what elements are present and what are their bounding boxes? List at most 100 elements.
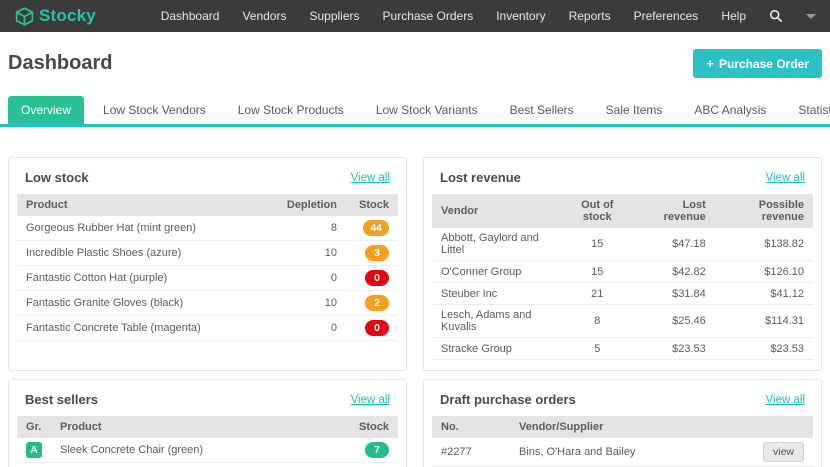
best-sellers-table: Gr. Product Stock A Sleek Concrete Chair…: [17, 416, 398, 467]
column-header-depletion: Depletion: [276, 194, 346, 216]
table-header-row: Product Depletion Stock: [17, 194, 398, 216]
plus-icon: +: [706, 56, 714, 71]
column-header-vendor-supplier: Vendor/Supplier: [510, 416, 722, 438]
nav-item-inventory[interactable]: Inventory: [496, 9, 546, 23]
vendor-name: Lesch, Adams and Kuvalis: [432, 304, 561, 338]
vendor-name: Steuber Inc: [432, 282, 561, 305]
low-stock-card: Low stock View all Product Depletion Sto…: [8, 157, 407, 371]
tab-abc-analysis[interactable]: ABC Analysis: [694, 103, 767, 117]
table-row: Gorgeous Rubber Hat (mint green) 8 44: [17, 216, 398, 241]
tab-low-stock-variants[interactable]: Low Stock Variants: [375, 103, 478, 117]
vendor-name: O'Conner Group: [432, 260, 561, 283]
draft-purchase-orders-view-all-link[interactable]: View all: [765, 393, 805, 406]
stock-badge: 0: [365, 320, 389, 336]
possible-revenue-value: $114.31: [714, 304, 813, 338]
stock-badge: 3: [365, 245, 389, 261]
lost-revenue-table: Vendor Out of stock Lost revenue Possibl…: [432, 194, 813, 360]
lost-revenue-title: Lost revenue: [440, 170, 521, 185]
lost-revenue-card: Lost revenue View all Vendor Out of stoc…: [423, 157, 822, 371]
po-vendor-supplier: Bins, O'Hara and Bailey: [510, 438, 722, 467]
depletion-value: 10: [276, 240, 346, 266]
search-icon[interactable]: [769, 9, 783, 23]
nav-item-help[interactable]: Help: [721, 9, 746, 23]
page-title: Dashboard: [8, 52, 113, 74]
nav-item-vendors[interactable]: Vendors: [242, 9, 287, 23]
column-header-grade: Gr.: [17, 416, 51, 438]
possible-revenue-value: $138.82: [714, 228, 813, 261]
nav-item-reports[interactable]: Reports: [568, 9, 611, 23]
product-name: Incredible Plastic Shoes (azure): [17, 240, 276, 266]
out-of-stock-value: 5: [560, 337, 635, 360]
lost-revenue-value: $47.18: [634, 228, 715, 261]
cube-icon: [14, 6, 35, 27]
table-row: Stracke Group 5 $23.53 $23.53: [432, 337, 813, 360]
tab-low-stock-products[interactable]: Low Stock Products: [237, 103, 344, 117]
lost-revenue-value: $42.82: [634, 260, 715, 283]
nav-item-preferences[interactable]: Preferences: [633, 9, 699, 23]
tab-sale-items[interactable]: Sale Items: [605, 103, 663, 117]
po-number: #2277: [432, 438, 510, 467]
stock-badge: 44: [363, 220, 389, 236]
out-of-stock-value: 15: [560, 260, 635, 283]
dashboard-tabs: Overview Low Stock Vendors Low Stock Pro…: [0, 96, 830, 127]
nav-item-purchase-orders[interactable]: Purchase Orders: [382, 9, 474, 23]
column-header-actions: [721, 416, 813, 438]
out-of-stock-value: 21: [560, 282, 635, 305]
table-row: Fantastic Concrete Table (magenta) 0 0: [17, 315, 398, 341]
column-header-vendor: Vendor: [432, 194, 561, 228]
column-header-stock: Stock: [346, 416, 398, 438]
tab-statistics[interactable]: Statistics: [798, 103, 830, 117]
column-header-possible-revenue: Possible revenue: [714, 194, 813, 228]
depletion-value: 0: [276, 265, 346, 291]
page-header: Dashboard + Purchase Order: [0, 32, 830, 90]
low-stock-title: Low stock: [25, 170, 89, 185]
brand-name: Stocky: [39, 6, 96, 25]
lost-revenue-view-all-link[interactable]: View all: [765, 171, 805, 184]
vendor-name: Abbott, Gaylord and Littel: [432, 228, 561, 261]
best-sellers-card: Best sellers View all Gr. Product Stock …: [8, 379, 407, 467]
column-header-out-of-stock: Out of stock: [560, 194, 635, 228]
out-of-stock-value: 8: [560, 304, 635, 338]
view-po-button[interactable]: view: [762, 442, 804, 462]
possible-revenue-value: $126.10: [714, 260, 813, 283]
table-row: Incredible Plastic Shoes (azure) 10 3: [17, 240, 398, 266]
product-name: Sleek Concrete Chair (green): [51, 438, 346, 463]
stock-badge: 0: [365, 270, 389, 286]
new-purchase-order-button[interactable]: + Purchase Order: [693, 49, 822, 78]
lost-revenue-value: $31.84: [634, 282, 715, 305]
best-sellers-title: Best sellers: [25, 392, 98, 407]
table-row: Fantastic Cotton Hat (purple) 0 0: [17, 265, 398, 291]
nav-item-dashboard[interactable]: Dashboard: [160, 9, 220, 23]
lost-revenue-value: $23.53: [634, 337, 715, 360]
table-row: Steuber Inc 21 $31.84 $41.12: [432, 282, 813, 305]
depletion-value: 0: [276, 315, 346, 341]
possible-revenue-value: $23.53: [714, 337, 813, 360]
table-row: O'Conner Group 15 $42.82 $126.10: [432, 260, 813, 283]
lost-revenue-value: $25.46: [634, 304, 715, 338]
best-sellers-view-all-link[interactable]: View all: [350, 393, 390, 406]
vendor-name: Stracke Group: [432, 337, 561, 360]
column-header-product: Product: [51, 416, 346, 438]
tab-best-sellers[interactable]: Best Sellers: [509, 103, 574, 117]
possible-revenue-value: $41.12: [714, 282, 813, 305]
table-header-row: No. Vendor/Supplier: [432, 416, 813, 438]
low-stock-table: Product Depletion Stock Gorgeous Rubber …: [17, 194, 398, 341]
nav-item-suppliers[interactable]: Suppliers: [309, 9, 360, 23]
stocky-logo[interactable]: Stocky: [14, 6, 96, 27]
column-header-lost-revenue: Lost revenue: [634, 194, 715, 228]
top-nav: Stocky Dashboard Vendors Suppliers Purch…: [0, 0, 830, 32]
table-row: Abbott, Gaylord and Littel 15 $47.18 $13…: [432, 228, 813, 261]
tab-low-stock-vendors[interactable]: Low Stock Vendors: [103, 103, 206, 117]
depletion-value: 10: [276, 290, 346, 316]
tab-overview[interactable]: Overview: [8, 96, 85, 124]
draft-purchase-orders-card: Draft purchase orders View all No. Vendo…: [423, 379, 822, 467]
grade-badge: A: [26, 442, 42, 458]
out-of-stock-value: 15: [560, 228, 635, 261]
account-menu-caret[interactable]: [806, 13, 816, 19]
product-name: Gorgeous Rubber Hat (mint green): [51, 462, 346, 467]
stock-badge: 7: [365, 442, 389, 458]
table-row: A Gorgeous Rubber Hat (mint green) 44: [17, 462, 398, 467]
low-stock-view-all-link[interactable]: View all: [350, 171, 390, 184]
caret-down-icon: [806, 13, 816, 19]
product-name: Fantastic Cotton Hat (purple): [17, 265, 276, 291]
